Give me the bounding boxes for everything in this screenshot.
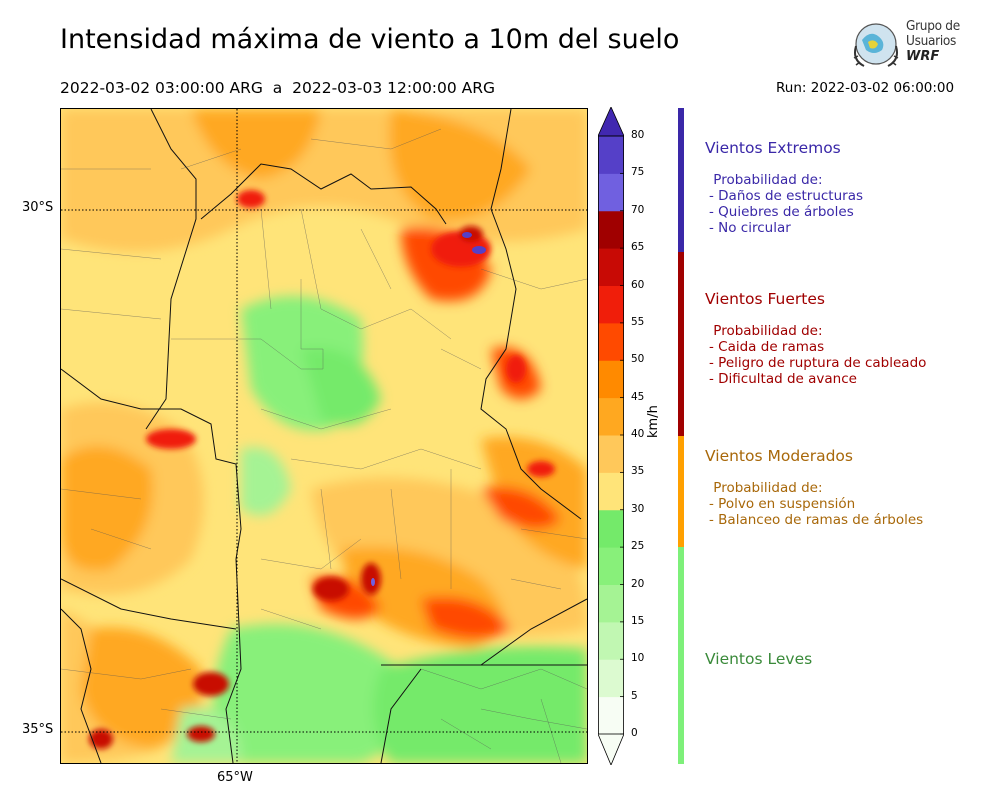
colorbar-tick-label: 75 [631,166,645,179]
wind-field [61,109,587,763]
logo-text-line2: Usuarios [906,33,957,49]
colorbar-level-25 [598,509,624,548]
colorbar-tick-label: 60 [631,278,645,291]
colorbar-tick-label: 5 [631,689,638,702]
colorbar-tick-label: 80 [631,129,645,141]
colorbar-level-30 [598,472,624,511]
colorbar-tick-label: 0 [631,727,638,739]
category-bar-extremos [678,108,684,252]
colorbar-level-0 [598,696,624,735]
category-bar-leves [678,547,684,764]
page-title: Intensidad máxima de viento a 10m del su… [60,24,680,55]
colorbar-tick-label: 30 [631,502,645,515]
run-label: Run: 2022-03-02 06:00:00 [776,80,955,96]
logo-text-line3: WRF [906,49,940,64]
colorbar-extend-low [598,733,624,765]
lon-label-65w: 65°W [217,770,253,785]
colorbar-level-10 [598,621,624,660]
period-label: 2022-03-02 03:00:00 ARG a 2022-03-03 12:… [60,79,496,97]
colorbar-level-20 [598,547,624,585]
category-bar [678,108,684,764]
colorbar-tick-label: 25 [631,540,645,553]
department-borders [61,128,587,763]
category-bar-moderados [678,436,684,547]
colorbar-level-60 [598,248,624,286]
category-bar-fuertes [678,252,684,436]
colorbar-level-75 [598,136,624,174]
colorbar-tick-label: 45 [631,390,645,403]
colorbar-tick-label: 10 [631,652,645,665]
globe-logo-icon [853,23,899,67]
colorbar-tick-label: 50 [631,353,645,366]
wind-colorbar [598,107,624,765]
colorbar-tick-label: 35 [631,465,645,478]
category-title-moderados: Vientos Moderados [705,447,853,465]
category-title-extremos: Vientos Extremos [705,139,841,157]
colorbar-level-65 [598,210,624,249]
colorbar-level-45 [598,360,624,399]
category-title-fuertes: Vientos Fuertes [705,290,825,308]
colorbar-level-50 [598,322,624,361]
lat-label-30s: 30°S [22,200,54,215]
colorbar-level-35 [598,435,624,473]
colorbar-tick-label: 40 [631,428,645,440]
colorbar-level-15 [598,584,624,623]
colorbar-level-55 [598,285,624,324]
colorbar-tick-label: 55 [631,315,645,328]
colorbar-tick-label: 65 [631,241,645,254]
logo-text-line1: Grupo de [906,18,960,34]
category-desc-extremos: Probabilidad de: - Daños de estructuras … [709,172,864,236]
wrf-logo: Grupo de Usuarios WRF [848,16,978,76]
colorbar-tick-label: 20 [631,577,645,590]
colorbar-level-70 [598,173,624,212]
province-borders [61,109,587,763]
colorbar-level-5 [598,659,624,698]
colorbar-unit-label: km/h [646,405,661,438]
colorbar-extend-high [598,107,624,137]
graticule [61,109,587,763]
lat-label-35s: 35°S [22,722,54,737]
colorbar-tick-label: 70 [631,203,645,216]
category-desc-fuertes: Probabilidad de: - Caida de ramas - Peli… [709,323,927,387]
colorbar-level-40 [598,397,624,436]
category-title-leves: Vientos Leves [705,650,813,668]
wind-map [60,108,588,764]
category-desc-moderados: Probabilidad de: - Polvo en suspensión -… [709,480,924,528]
colorbar-tick-label: 15 [631,614,645,627]
